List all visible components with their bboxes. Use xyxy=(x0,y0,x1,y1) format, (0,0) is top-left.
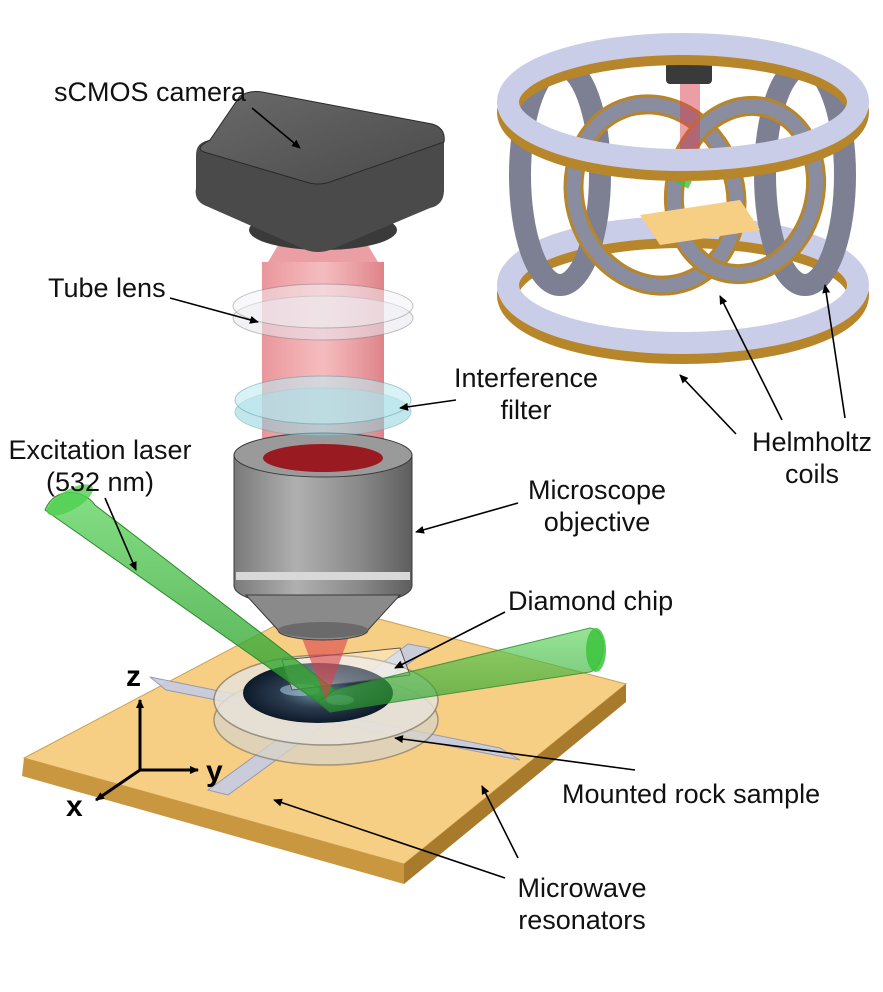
fluorescence-cone xyxy=(298,628,352,700)
arrow-diamond-chip xyxy=(394,611,506,669)
label-microscope-objective-line1: Microscope xyxy=(527,475,667,505)
arrow-helmholtz-3 xyxy=(822,284,846,419)
label-microscope-objective-line2: objective xyxy=(543,507,651,537)
label-diamond-chip: Diamond chip xyxy=(508,586,674,616)
label-microwave-resonators-line2: resonators xyxy=(518,905,646,935)
label-microwave-resonators: Microwave resonators xyxy=(502,872,662,936)
axis-label-z: z xyxy=(126,660,141,693)
arrow-helmholtz-2 xyxy=(719,295,783,421)
arrow-excitation-laser xyxy=(104,497,137,571)
arrow-microwave-1 xyxy=(481,785,519,859)
label-tube-lens: Tube lens xyxy=(48,273,166,303)
label-microwave-resonators-line1: Microwave xyxy=(517,873,647,903)
interference-filter xyxy=(234,375,412,437)
label-helmholtz-coils-line1: Helmholtz xyxy=(751,427,873,457)
arrow-microscope-objective xyxy=(415,502,519,534)
label-interference-filter: Interference filter xyxy=(436,362,616,426)
label-helmholtz-coils-line2: coils xyxy=(784,459,839,489)
axis-label-x: x xyxy=(66,790,83,823)
arrow-helmholtz-1 xyxy=(679,374,737,435)
label-interference-filter-line1: Interference xyxy=(453,363,599,393)
label-excitation-laser-line2: (532 nm) xyxy=(45,467,155,497)
tube-lens xyxy=(232,283,414,341)
label-microscope-objective: Microscope objective xyxy=(517,474,677,538)
arrow-interference-filter xyxy=(399,399,457,411)
x-axis-line xyxy=(95,768,141,802)
arrow-microwave-2 xyxy=(273,798,506,879)
sample-mount xyxy=(213,654,439,766)
label-mounted-rock-sample: Mounted rock sample xyxy=(562,779,821,809)
label-helmholtz-coils: Helmholtz coils xyxy=(742,426,882,490)
scmos-camera xyxy=(195,91,445,252)
arrow-camera xyxy=(251,107,301,149)
axis-label-y: y xyxy=(206,755,223,788)
coordinate-axes xyxy=(95,699,199,802)
arrow-mounted-rock-sample xyxy=(394,735,636,771)
helmholtz-coils-render xyxy=(497,33,869,364)
label-excitation-laser-line1: Excitation laser xyxy=(8,435,192,465)
label-interference-filter-line2: filter xyxy=(500,395,552,425)
label-scmos-camera: sCMOS camera xyxy=(54,77,247,107)
label-excitation-laser: Excitation laser (532 nm) xyxy=(0,434,200,498)
arrow-tube-lens xyxy=(169,297,259,324)
excitation-laser-beam xyxy=(44,484,606,713)
microscope-objective xyxy=(233,432,413,641)
leader-arrows xyxy=(104,107,846,879)
